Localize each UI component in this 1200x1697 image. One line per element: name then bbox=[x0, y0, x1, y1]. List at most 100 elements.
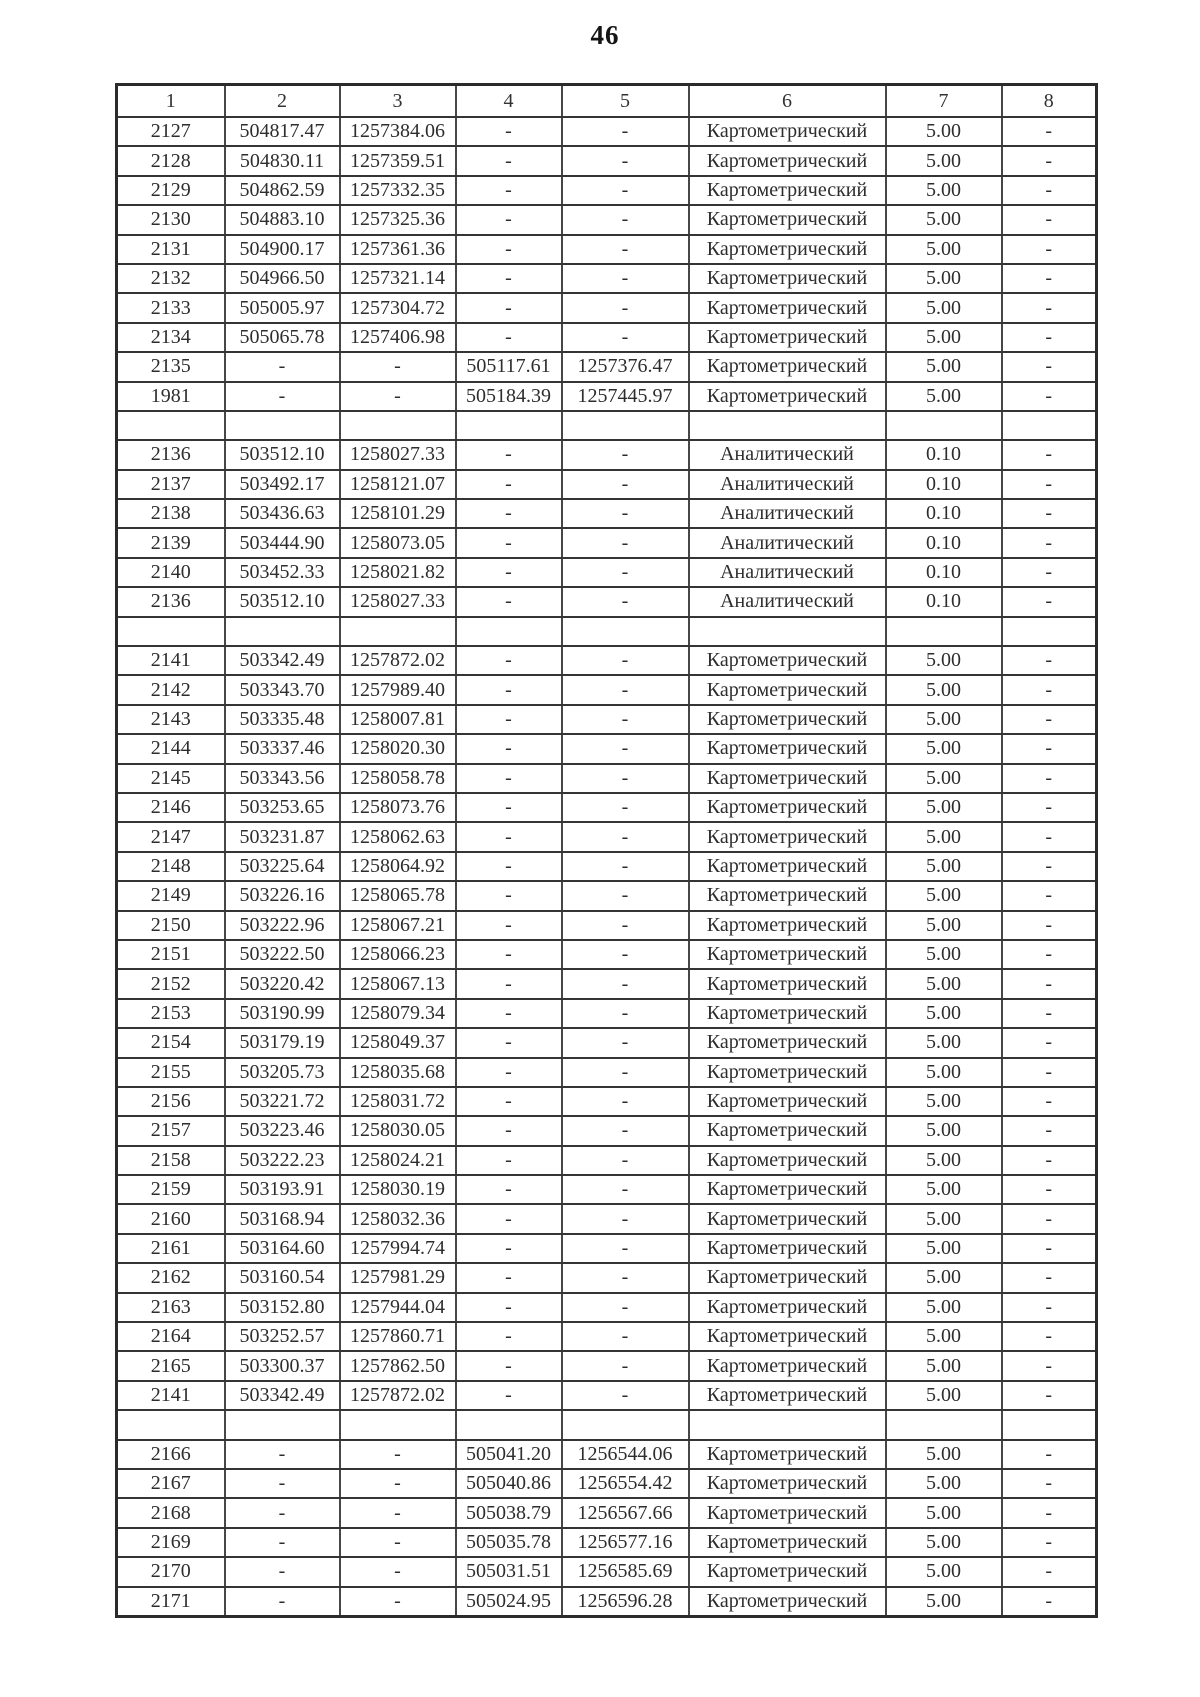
table-cell: 2159 bbox=[115, 1174, 226, 1206]
table-cell: 2153 bbox=[115, 997, 226, 1030]
table-cell: 2158 bbox=[115, 1144, 226, 1177]
table-cell: 1258066.23 bbox=[338, 938, 457, 971]
table-cell: - bbox=[454, 645, 563, 677]
table-cell: 2162 bbox=[115, 1262, 226, 1294]
column-header: 3 bbox=[338, 83, 457, 118]
table-cell: 503168.94 bbox=[223, 1203, 341, 1235]
table-cell: - bbox=[560, 1115, 690, 1147]
table-cell: - bbox=[560, 1232, 690, 1265]
table-cell: Картометрический bbox=[687, 703, 887, 736]
table-cell: - bbox=[1000, 1467, 1098, 1500]
table-cell: 1258067.13 bbox=[338, 968, 457, 1000]
table-cell: 5.00 bbox=[884, 674, 1003, 706]
table-cell: - bbox=[1000, 262, 1098, 295]
table-cell: - bbox=[560, 204, 690, 236]
table-row: 2158 503222.23 1258024.21- - Картометрически… bbox=[115, 1144, 1098, 1177]
table-cell bbox=[884, 615, 1003, 648]
table-cell: - bbox=[338, 1438, 457, 1470]
table-cell: - bbox=[1000, 1350, 1098, 1382]
table-cell: - bbox=[454, 1203, 563, 1235]
table-row: 2164 503252.57 1257860.71- - Картометрически… bbox=[115, 1321, 1098, 1353]
table-cell: 1257862.50 bbox=[338, 1350, 457, 1382]
table-cell: 1258027.33 bbox=[338, 586, 457, 618]
table-cell: 1258121.07 bbox=[338, 468, 457, 501]
table-cell: 5.00 bbox=[884, 821, 1003, 853]
table-cell: 503343.70 bbox=[223, 674, 341, 706]
table-cell: 2170 bbox=[115, 1556, 226, 1588]
table-cell: 503220.42 bbox=[223, 968, 341, 1000]
table-cell: - bbox=[560, 1085, 690, 1118]
table-cell: Картометрический bbox=[687, 1350, 887, 1382]
table-row: 2139 503444.90 1258073.05- - Аналитический 0.… bbox=[115, 527, 1098, 559]
table-cell bbox=[223, 1409, 341, 1441]
table-cell: Картометрический bbox=[687, 1085, 887, 1118]
table-row: 2142 503343.70 1257989.40- - Картометрически… bbox=[115, 674, 1098, 706]
table-row: 2130 504883.10 1257325.36- - Картометрически… bbox=[115, 204, 1098, 236]
table-row: 2141 503342.49 1257872.02- - Картометрически… bbox=[115, 645, 1098, 677]
table-cell: 1258024.21 bbox=[338, 1144, 457, 1177]
table-cell: - bbox=[454, 880, 563, 912]
table-cell bbox=[687, 615, 887, 648]
table-cell: 2138 bbox=[115, 498, 226, 530]
table-cell: - bbox=[223, 1438, 341, 1470]
table-cell: 505031.51 bbox=[454, 1556, 563, 1588]
table-cell: 1258030.19 bbox=[338, 1174, 457, 1206]
table-cell: - bbox=[1000, 1027, 1098, 1059]
table-cell: - bbox=[1000, 1115, 1098, 1147]
table-cell: 5.00 bbox=[884, 733, 1003, 765]
table-cell: 503492.17 bbox=[223, 468, 341, 501]
table-cell: - bbox=[560, 586, 690, 618]
table-cell: 505041.20 bbox=[454, 1438, 563, 1470]
table-cell: 1257989.40 bbox=[338, 674, 457, 706]
table-cell bbox=[884, 409, 1003, 442]
table-cell: 503512.10 bbox=[223, 439, 341, 471]
table-cell bbox=[454, 409, 563, 442]
table-cell: 504862.59 bbox=[223, 174, 341, 207]
table-cell: - bbox=[1000, 351, 1098, 383]
table-cell: - bbox=[560, 292, 690, 324]
table-cell: - bbox=[560, 498, 690, 530]
table-cell bbox=[454, 1409, 563, 1441]
table-cell bbox=[560, 1409, 690, 1441]
table-cell: Картометрический bbox=[687, 115, 887, 148]
table-cell: 503179.19 bbox=[223, 1027, 341, 1059]
table-cell: - bbox=[1000, 556, 1098, 589]
table-row: 2127 504817.47 1257384.06- - Картометрически… bbox=[115, 115, 1098, 148]
table-row: 2150 503222.96 1258067.21- - Картометрически… bbox=[115, 909, 1098, 941]
table-cell: 2132 bbox=[115, 262, 226, 295]
table-cell: - bbox=[1000, 1321, 1098, 1353]
table-cell: Картометрический bbox=[687, 204, 887, 236]
table-cell: 503193.91 bbox=[223, 1174, 341, 1206]
column-header: 7 bbox=[884, 83, 1003, 118]
table-cell: Аналитический bbox=[687, 586, 887, 618]
table-cell: 1257445.97 bbox=[560, 380, 690, 412]
table-cell: 505035.78 bbox=[454, 1526, 563, 1559]
table-cell: - bbox=[560, 1144, 690, 1177]
table-cell: 503335.48 bbox=[223, 703, 341, 736]
table-row: 2143 503335.48 1258007.81- - Картометрически… bbox=[115, 703, 1098, 736]
table-cell: 1257304.72 bbox=[338, 292, 457, 324]
table-row: 2137 503492.17 1258121.07- - Аналитический 0.… bbox=[115, 468, 1098, 501]
table-cell: 2142 bbox=[115, 674, 226, 706]
table-cell: 1258067.21 bbox=[338, 909, 457, 941]
table-cell: 1256577.16 bbox=[560, 1526, 690, 1559]
table-cell: Картометрический bbox=[687, 880, 887, 912]
table-cell: 1258007.81 bbox=[338, 703, 457, 736]
table-cell: 2171 bbox=[115, 1585, 226, 1618]
table-cell: 1257361.36 bbox=[338, 233, 457, 265]
table-cell: - bbox=[560, 1262, 690, 1294]
table-row: 2168- -505038.79 1256567.66 Картометрически… bbox=[115, 1497, 1098, 1529]
table-cell: 503160.54 bbox=[223, 1262, 341, 1294]
table-cell: 504817.47 bbox=[223, 115, 341, 148]
table-cell: Картометрический bbox=[687, 1556, 887, 1588]
table-cell: 5.00 bbox=[884, 1144, 1003, 1177]
table-cell: Картометрический bbox=[687, 1291, 887, 1324]
table-cell: 5.00 bbox=[884, 1379, 1003, 1412]
table-cell: 2156 bbox=[115, 1085, 226, 1118]
table-cell: 5.00 bbox=[884, 850, 1003, 883]
table-cell: 0.10 bbox=[884, 439, 1003, 471]
table-cell: 504900.17 bbox=[223, 233, 341, 265]
table-cell: - bbox=[560, 645, 690, 677]
table-cell bbox=[560, 409, 690, 442]
table-cell: 2135 bbox=[115, 351, 226, 383]
